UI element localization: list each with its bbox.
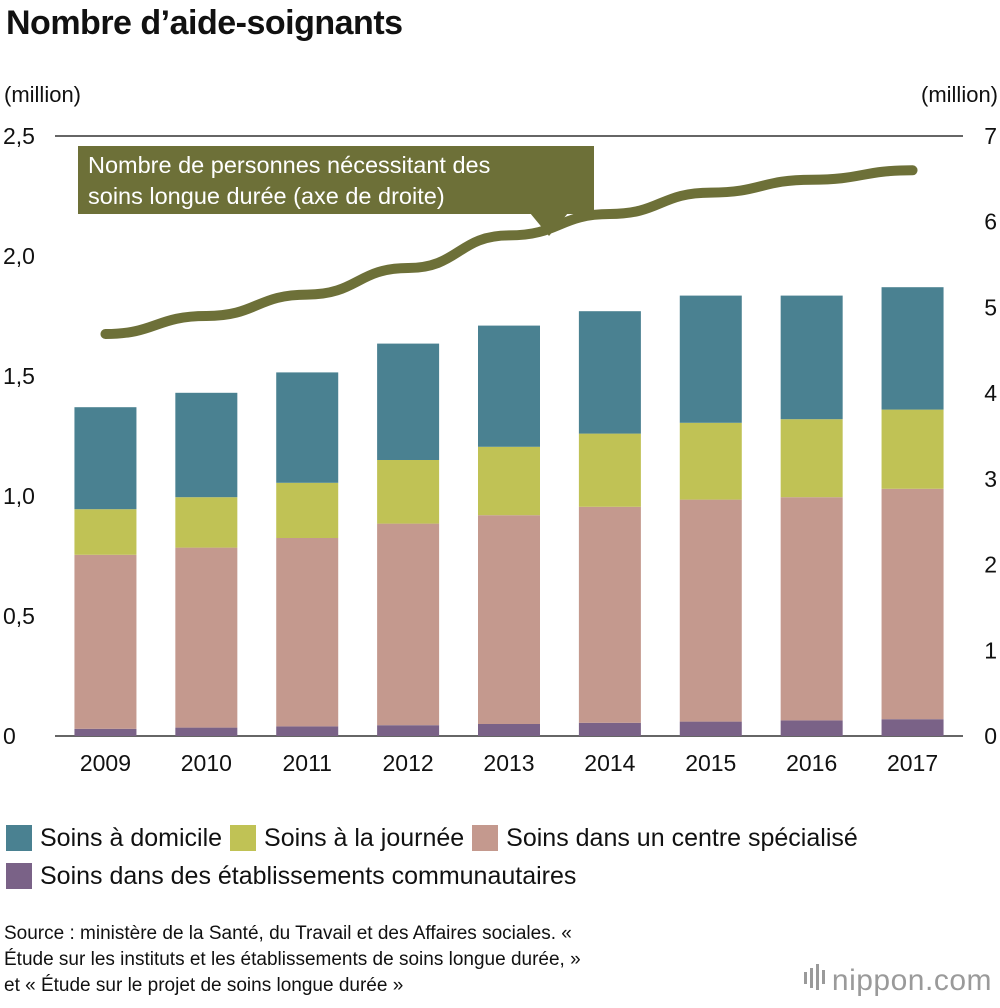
legend-row-1: Soins à domicile Soins à la journée Soin… bbox=[6, 820, 1000, 856]
bar-2014-series-0 bbox=[578, 722, 641, 736]
bar-2011-series-1 bbox=[276, 538, 339, 727]
bar-2017-series-1 bbox=[881, 488, 944, 720]
legend: Soins à domicile Soins à la journée Soin… bbox=[6, 820, 1000, 896]
stacked-bar-line-chart: 0 0,5 1,0 1,5 2,0 2,5 0 1 2 3 4 5 6 7 2009 2010 2011 2012… bbox=[3, 123, 997, 776]
legend-item-communautaires: Soins dans des établissements communauta… bbox=[6, 862, 576, 891]
source-note: Source : ministère de la Santé, du Trava… bbox=[4, 921, 581, 999]
bar-2009-series-1 bbox=[74, 554, 137, 729]
bar-2014-series-2 bbox=[578, 433, 641, 507]
right-axis-unit: (million) bbox=[921, 82, 998, 107]
bar-2014-series-1 bbox=[578, 506, 641, 723]
bar-2012-series-0 bbox=[377, 725, 440, 736]
x-tick-label: 2009 bbox=[80, 750, 131, 776]
bar-2015-series-1 bbox=[679, 499, 742, 722]
bar-2017-series-2 bbox=[881, 409, 944, 489]
bar-2016-series-0 bbox=[780, 720, 843, 736]
bar-2010-series-0 bbox=[175, 727, 238, 736]
logo-text: nippon.com bbox=[831, 964, 992, 997]
legend-swatch-domicile bbox=[6, 825, 32, 851]
left-tick-label: 0 bbox=[3, 723, 16, 749]
right-tick-label: 2 bbox=[984, 552, 997, 578]
legend-row-2: Soins dans des établissements communauta… bbox=[6, 858, 1000, 894]
x-tick-label: 2010 bbox=[181, 750, 232, 776]
source-line-2: Étude sur les instituts et les établisse… bbox=[4, 949, 581, 970]
bar-2010-series-2 bbox=[175, 497, 238, 548]
bar-2011-series-0 bbox=[276, 726, 339, 736]
bar-2016-series-2 bbox=[780, 419, 843, 498]
left-axis-unit: (million) bbox=[4, 82, 81, 107]
right-tick-label: 7 bbox=[984, 123, 997, 149]
bar-2017-series-0 bbox=[881, 719, 944, 736]
source-line-3: et « Étude sur le projet de soins longue… bbox=[4, 975, 404, 996]
right-tick-label: 6 bbox=[984, 209, 997, 235]
bar-2015-series-3 bbox=[679, 295, 742, 423]
right-tick-label: 5 bbox=[984, 294, 997, 320]
bar-2016-series-1 bbox=[780, 497, 843, 721]
legend-label-communautaires: Soins dans des établissements communauta… bbox=[40, 861, 577, 890]
bar-2012-series-3 bbox=[377, 343, 440, 460]
left-tick-label: 0,5 bbox=[3, 603, 35, 629]
bar-2015-series-2 bbox=[679, 422, 742, 500]
left-tick-label: 2,5 bbox=[3, 123, 35, 149]
bar-2012-series-1 bbox=[377, 523, 440, 726]
bar-2009-series-2 bbox=[74, 509, 137, 555]
right-tick-label: 1 bbox=[984, 637, 997, 663]
legend-item-domicile: Soins à domicile bbox=[6, 824, 222, 853]
bar-2015-series-0 bbox=[679, 721, 742, 736]
right-tick-label: 4 bbox=[984, 380, 997, 406]
bar-2014-series-3 bbox=[578, 311, 641, 434]
x-tick-label: 2014 bbox=[584, 750, 635, 776]
right-tick-label: 0 bbox=[984, 723, 997, 749]
bar-2013-series-1 bbox=[478, 515, 540, 724]
x-tick-label: 2012 bbox=[383, 750, 434, 776]
bar-2011-series-2 bbox=[276, 482, 339, 538]
x-tick-label: 2015 bbox=[685, 750, 736, 776]
legend-item-centre: Soins dans un centre spécialisé bbox=[472, 824, 858, 853]
x-tick-label: 2013 bbox=[483, 750, 534, 776]
chart-title: Nombre d’aide-soignants bbox=[6, 4, 403, 42]
legend-label-domicile: Soins à domicile bbox=[40, 823, 223, 852]
bar-2010-series-3 bbox=[175, 392, 238, 498]
left-tick-label: 1,5 bbox=[3, 363, 35, 389]
bar-2009-series-3 bbox=[74, 407, 137, 510]
bar-2012-series-2 bbox=[377, 460, 440, 524]
left-tick-label: 2,0 bbox=[3, 243, 35, 269]
source-line-1: Source : ministère de la Santé, du Trava… bbox=[4, 923, 572, 944]
annotation-pointer bbox=[530, 213, 568, 236]
bar-2010-series-1 bbox=[175, 547, 238, 728]
x-tick-label: 2011 bbox=[282, 750, 331, 776]
legend-item-journee: Soins à la journée bbox=[230, 824, 464, 853]
x-tick-label: 2017 bbox=[887, 750, 938, 776]
legend-label-journee: Soins à la journée bbox=[264, 823, 465, 852]
bar-2017-series-3 bbox=[881, 287, 944, 410]
legend-label-centre: Soins dans un centre spécialisé bbox=[506, 823, 858, 852]
annotation-text-line: Nombre de personnes nécessitant des bbox=[88, 152, 490, 178]
left-tick-label: 1,0 bbox=[3, 483, 35, 509]
legend-swatch-journee bbox=[230, 825, 257, 851]
logo-bars-icon bbox=[803, 964, 825, 990]
nippon-logo[interactable]: nippon.com bbox=[803, 964, 992, 998]
annotation-box bbox=[78, 146, 594, 214]
legend-swatch-communautaires bbox=[6, 863, 32, 889]
bar-2009-series-0 bbox=[74, 728, 137, 736]
legend-swatch-centre bbox=[472, 825, 499, 851]
bar-2013-series-3 bbox=[478, 325, 540, 447]
bar-2016-series-3 bbox=[780, 295, 843, 420]
bar-2011-series-3 bbox=[276, 372, 339, 483]
x-tick-label: 2016 bbox=[786, 750, 837, 776]
right-tick-label: 3 bbox=[984, 466, 997, 492]
annotation-text-line: soins longue durée (axe de droite) bbox=[88, 183, 445, 209]
bar-2013-series-0 bbox=[478, 724, 540, 736]
bar-2013-series-2 bbox=[478, 446, 540, 516]
